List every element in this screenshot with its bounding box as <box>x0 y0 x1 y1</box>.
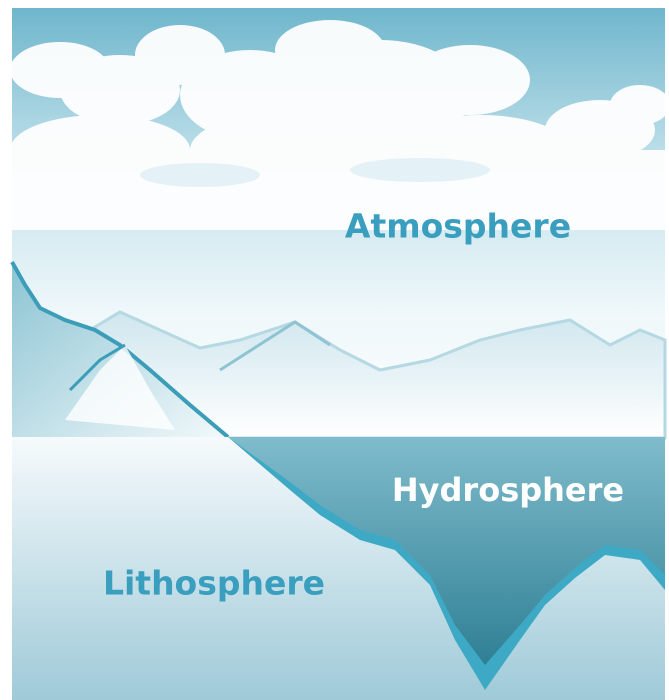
water <box>228 437 665 665</box>
atmosphere-label: Atmosphere <box>345 207 571 246</box>
lithosphere-label: Lithosphere <box>103 564 325 603</box>
cloud-shade <box>140 158 490 187</box>
hydrosphere-label: Hydrosphere <box>392 471 624 509</box>
cliff-edge <box>10 261 230 439</box>
mountains <box>88 310 667 440</box>
